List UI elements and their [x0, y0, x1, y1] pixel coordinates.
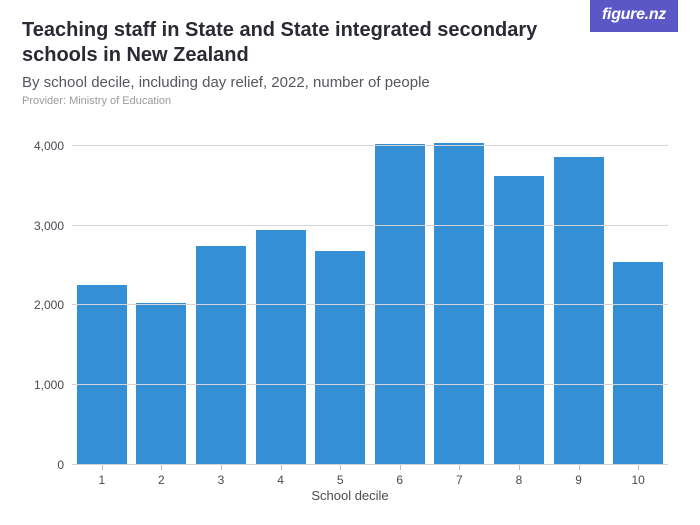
bar-slot: 1	[72, 130, 132, 465]
bar	[494, 176, 544, 465]
bar-slot: 9	[549, 130, 609, 465]
bar-slot: 3	[191, 130, 251, 465]
y-tick-label: 1,000	[22, 378, 64, 392]
x-tick	[579, 465, 580, 470]
x-axis-title: School decile	[311, 488, 388, 503]
bar-slot: 7	[430, 130, 490, 465]
plot-region: 12345678910 01,0002,0003,0004,000	[72, 130, 668, 465]
x-tick	[459, 465, 460, 470]
bar-slot: 10	[608, 130, 668, 465]
bar-slot: 8	[489, 130, 549, 465]
bar-slot: 2	[132, 130, 192, 465]
x-tick	[340, 465, 341, 470]
y-tick-label: 4,000	[22, 139, 64, 153]
x-tick	[102, 465, 103, 470]
bar	[554, 157, 604, 465]
x-tick-label: 7	[456, 473, 463, 487]
grid-line	[72, 304, 668, 305]
x-tick-label: 5	[337, 473, 344, 487]
x-tick-label: 8	[516, 473, 523, 487]
x-tick	[519, 465, 520, 470]
x-tick	[221, 465, 222, 470]
grid-line	[72, 464, 668, 465]
chart-area: 12345678910 01,0002,0003,0004,000 School…	[22, 130, 678, 505]
x-tick-label: 3	[218, 473, 225, 487]
x-tick	[638, 465, 639, 470]
x-tick-label: 9	[575, 473, 582, 487]
logo-badge: figure.nz	[590, 0, 678, 32]
logo-text: figure.nz	[602, 6, 666, 23]
bar-slot: 5	[310, 130, 370, 465]
x-tick-label: 2	[158, 473, 165, 487]
bars-container: 12345678910	[72, 130, 668, 465]
grid-line	[72, 145, 668, 146]
chart-subtitle: By school decile, including day relief, …	[22, 74, 678, 91]
y-tick-label: 2,000	[22, 298, 64, 312]
x-tick	[161, 465, 162, 470]
x-tick-label: 4	[277, 473, 284, 487]
grid-line	[72, 384, 668, 385]
bar	[256, 230, 306, 465]
chart-provider: Provider: Ministry of Education	[22, 95, 678, 107]
bar-slot: 4	[251, 130, 311, 465]
bar	[315, 251, 365, 465]
x-tick-label: 10	[631, 473, 644, 487]
x-tick	[400, 465, 401, 470]
x-tick	[281, 465, 282, 470]
grid-line	[72, 225, 668, 226]
y-tick-label: 0	[22, 458, 64, 472]
bar	[77, 285, 127, 465]
y-tick-label: 3,000	[22, 219, 64, 233]
bar	[196, 246, 246, 465]
bar-slot: 6	[370, 130, 430, 465]
x-tick-label: 1	[98, 473, 105, 487]
chart-title: Teaching staff in State and State integr…	[22, 18, 602, 68]
x-tick-label: 6	[396, 473, 403, 487]
bar	[613, 262, 663, 465]
